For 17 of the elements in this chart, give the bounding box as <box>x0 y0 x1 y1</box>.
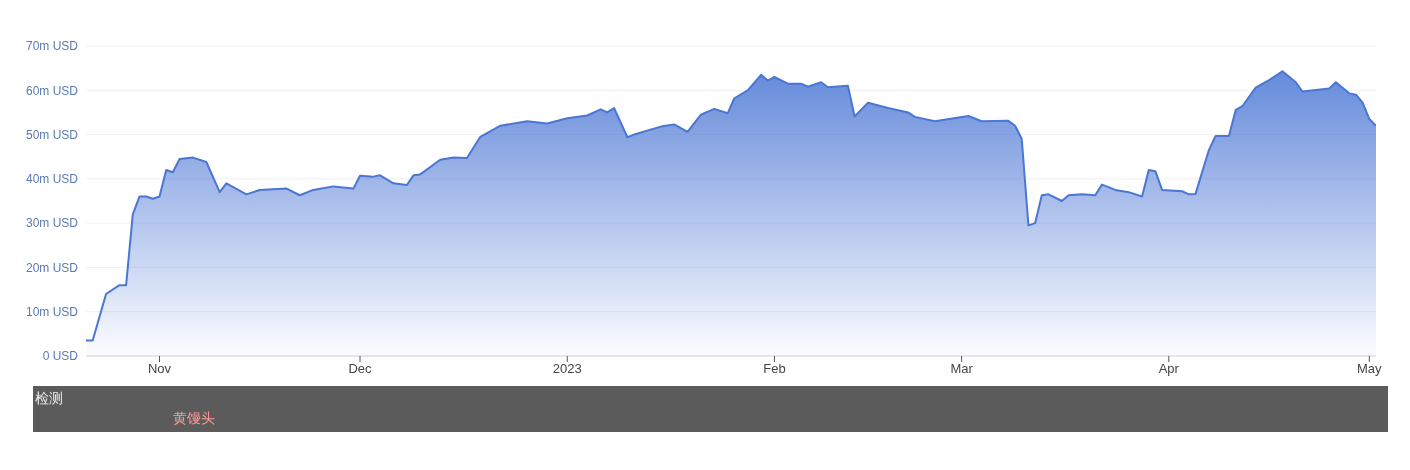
y-tick-label: 50m USD <box>25 127 79 142</box>
x-tick-label: Mar <box>950 361 974 377</box>
y-tick-label: 60m USD <box>25 83 79 98</box>
x-tick-label: Feb <box>763 361 786 377</box>
x-tick-label: Nov <box>147 361 172 377</box>
y-tick-label: 10m USD <box>25 304 79 319</box>
text: 检测 <box>35 390 63 408</box>
y-tick-label: 0 USD <box>42 349 79 364</box>
x-tick-label: May <box>1357 361 1383 377</box>
x-tick-label: Apr <box>1158 361 1180 377</box>
x-tick-label: 2023 <box>552 361 582 377</box>
x-tick-label: Dec <box>348 361 373 377</box>
y-tick-label: 30m USD <box>25 216 79 231</box>
y-tick-label: 20m USD <box>25 260 79 275</box>
y-tick-label: 40m USD <box>25 172 79 187</box>
y-tick-label: 70m USD <box>25 39 79 54</box>
text: 黄馒头 <box>173 410 215 428</box>
